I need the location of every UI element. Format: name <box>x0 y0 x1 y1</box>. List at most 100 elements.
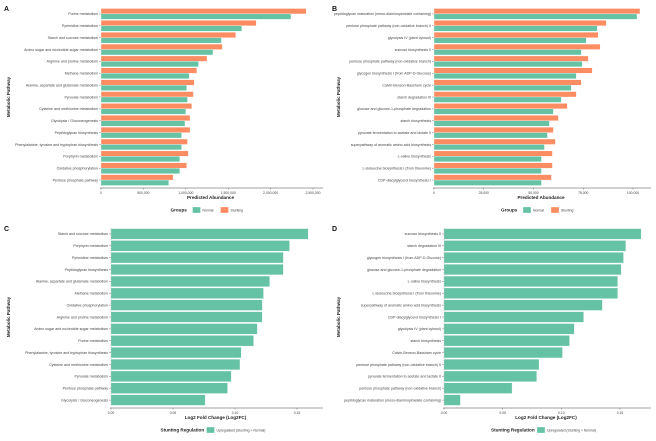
bar-log2fc <box>110 264 284 276</box>
y-axis-title: Metabolic Pathway <box>6 296 11 337</box>
chart-a: A Metabolic Pathway Purine metabolism Pyrim… <box>4 6 323 214</box>
panel-b: B Metabolic Pathway peptidoglycan maturati… <box>328 0 656 220</box>
category-label: Glycolysis / Gluconeogenesis <box>61 398 108 402</box>
x-tick-label: 0 <box>100 191 102 195</box>
category-label: Pentose phosphate pathway <box>63 387 109 391</box>
x-tick-label: 50,000 <box>528 191 538 195</box>
bar-stunting <box>100 103 192 110</box>
x-tick-label: 75,000 <box>578 191 588 195</box>
category-label: Cysteine and methionine metabolism <box>49 363 108 367</box>
category-label: Porphyrin metabolism <box>73 244 108 248</box>
category-label: L-isoleucine biosynthesis I (from threon… <box>372 292 441 296</box>
bar-normal <box>433 144 545 151</box>
category-label: peptidoglycan maturation (meso-diaminopi… <box>344 398 441 402</box>
bar-normal <box>100 84 187 91</box>
bar-normal <box>433 156 542 162</box>
legend: Stunting Regulation Upregulated (Stunting… <box>161 426 266 434</box>
bar-log2fc <box>110 252 284 264</box>
bar-normal <box>100 96 188 103</box>
x-axis-title: Log2 Fold Change (Log2FC) <box>185 415 247 420</box>
bar-stunting <box>100 55 208 62</box>
category-label: Amino sugar and nucleotide sugar metabol… <box>34 327 108 331</box>
bar-stunting <box>433 138 556 145</box>
bar-normal <box>433 132 548 139</box>
category-label: Glycolysis / Gluconeogenesis <box>51 119 98 123</box>
category-label: Arginine and proline metabolism <box>57 315 108 319</box>
category-label: Alanine, aspartate and glutamate metabol… <box>26 83 98 87</box>
legend-swatch <box>206 426 215 434</box>
x-tick-label: 0.10 <box>232 411 239 415</box>
bar-stunting <box>433 79 582 86</box>
legend-label: Upregulated (Stunting > Normal) <box>217 428 266 432</box>
panel-d: D Metabolic Pathway sucrose biosynthesis I… <box>328 220 656 440</box>
bar-normal <box>433 37 587 44</box>
category-label: Alanine, aspartate and glutamate metabol… <box>36 280 108 284</box>
panel-a: A Metabolic Pathway Purine metabolism Pyrim… <box>0 0 328 220</box>
bar-log2fc <box>110 394 206 406</box>
panel-letter: A <box>4 6 9 13</box>
bar-normal <box>100 49 214 56</box>
bar-stunting <box>433 43 601 50</box>
y-axis-title: Metabolic Pathway <box>336 296 341 337</box>
category-label: L-valine biosynthesis <box>398 155 432 159</box>
bar-normal <box>433 96 562 103</box>
chart-d: D Metabolic Pathway sucrose biosynthesis I… <box>332 226 651 434</box>
category-label: Porphyrin metabolism <box>63 155 98 159</box>
bar-log2fc <box>110 311 263 323</box>
bar-normal <box>433 84 572 91</box>
bar-normal <box>100 73 190 79</box>
bar-log2fc <box>443 370 537 382</box>
legend-title: Groups <box>171 208 188 213</box>
bar-log2fc <box>443 264 622 276</box>
category-label: sucrose biosynthesis II <box>395 48 431 52</box>
bar-normal <box>100 156 181 162</box>
chart-b: B Metabolic Pathway peptidoglycan maturati… <box>332 6 651 214</box>
bar-log2fc <box>443 240 627 252</box>
bar-stunting <box>433 127 554 133</box>
bar-log2fc <box>443 275 618 287</box>
bar-stunting <box>433 103 568 110</box>
bar-log2fc <box>443 394 461 406</box>
x-tick-label: 0.10 <box>558 411 565 415</box>
category-label: Peptidoglycan biosynthesis <box>65 268 109 272</box>
bar-log2fc <box>443 358 540 370</box>
category-label: Amino sugar and nucleotide sugar metabol… <box>24 48 98 52</box>
x-tick-label: 0.15 <box>294 411 301 415</box>
bar-normal <box>433 25 598 32</box>
x-axis-title: Log2 Fold Change (Log2FC) <box>515 415 577 420</box>
bar-log2fc <box>110 335 254 347</box>
bar-log2fc <box>443 335 570 347</box>
bar-log2fc <box>110 382 228 394</box>
bar-stunting <box>100 79 195 86</box>
bar-log2fc <box>443 299 603 311</box>
bar-log2fc <box>110 287 264 299</box>
category-label: starch degradation III <box>407 244 441 248</box>
bar-stunting <box>433 115 559 121</box>
category-label: starch biosynthesis <box>410 339 441 343</box>
bar-normal <box>100 25 242 32</box>
legend-swatch <box>550 206 560 214</box>
category-label: glucose and glucose-1-phosphate degradat… <box>367 268 441 272</box>
bar-log2fc <box>110 299 263 311</box>
category-label: peptidoglycan maturation (meso-diaminopi… <box>334 12 431 16</box>
category-label: Calvin-Benson-Bassham cycle <box>382 83 431 87</box>
legend-swatch <box>192 206 201 214</box>
legend-label: Stunting <box>231 208 244 212</box>
bar-stunting <box>100 127 191 133</box>
bar-normal <box>433 168 542 174</box>
bar-stunting <box>433 55 589 62</box>
bar-log2fc <box>110 240 290 252</box>
bar-stunting <box>100 32 236 38</box>
bar-normal <box>433 13 638 20</box>
bar-normal <box>100 120 186 127</box>
y-axis-title: Metabolic Pathway <box>6 76 11 117</box>
category-label: Methane metabolism <box>65 72 98 76</box>
bar-normal <box>100 61 199 67</box>
category-label: pentose phosphate pathway (non-oxidative… <box>359 387 441 391</box>
bar-log2fc <box>443 382 513 394</box>
bar-stunting <box>433 67 593 74</box>
bar-stunting <box>433 8 641 15</box>
bar-log2fc <box>110 358 241 370</box>
bar-normal <box>100 132 182 139</box>
bar-stunting <box>100 150 189 157</box>
